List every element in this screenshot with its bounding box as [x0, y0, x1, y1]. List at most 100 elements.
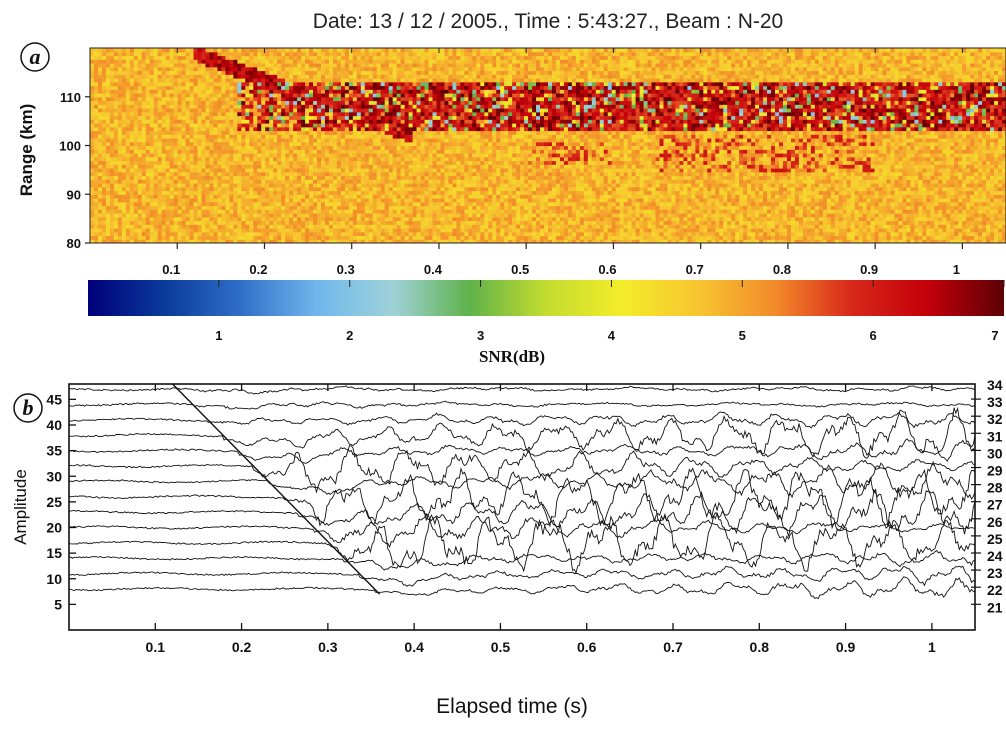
heatmap-cell	[400, 164, 406, 169]
heatmap-cell	[320, 235, 326, 240]
heatmap-cell	[388, 209, 394, 214]
heatmap-cell	[273, 63, 278, 68]
heatmap-cell	[452, 96, 457, 102]
heatmap-cell	[324, 220, 330, 225]
heatmap-cell	[205, 63, 211, 68]
heatmap-cell	[161, 59, 167, 64]
heatmap-cell	[416, 104, 422, 109]
heatmap-cell	[324, 235, 330, 240]
heatmap-cell	[201, 59, 207, 64]
heatmap-cell	[181, 209, 187, 214]
heatmap-cell	[157, 179, 163, 184]
heatmap-cell	[440, 78, 446, 83]
heatmap-cell	[348, 48, 354, 53]
heatmap-cell	[297, 201, 302, 207]
heatmap-cell	[277, 111, 282, 117]
heatmap-cell	[289, 235, 294, 240]
heatmap-cell	[440, 81, 446, 87]
heatmap-cell	[289, 175, 294, 180]
heatmap-cell	[277, 209, 282, 214]
heatmap-cell	[269, 130, 274, 135]
heatmap-cell	[380, 235, 386, 240]
heatmap-cell	[189, 130, 195, 135]
heatmap-cell	[420, 130, 426, 135]
heatmap-cell	[305, 138, 310, 143]
heatmap-cell	[193, 149, 199, 154]
heatmap-cell	[169, 175, 175, 180]
heatmap-cell	[416, 66, 422, 72]
heatmap-cell	[416, 175, 422, 180]
heatmap-cell	[336, 235, 342, 240]
heatmap-cell	[309, 51, 314, 57]
heatmap-cell	[217, 134, 223, 139]
heatmap-cell	[149, 96, 155, 102]
heatmap-cell	[281, 85, 286, 90]
heatmap-cell	[229, 235, 234, 240]
heatmap-cell	[101, 96, 107, 102]
heatmap-cell	[468, 213, 473, 218]
heatmap-cell	[444, 194, 450, 199]
heatmap-cell	[328, 224, 334, 229]
heatmap-cell	[396, 209, 402, 214]
heatmap-cell	[360, 209, 366, 214]
heatmap-cell	[237, 74, 242, 79]
heatmap-cell	[344, 209, 350, 214]
heatmap-cell	[153, 66, 159, 72]
heatmap-cell	[400, 130, 406, 135]
heatmap-cell	[432, 70, 438, 75]
heatmap-cell	[332, 228, 338, 233]
heatmap-cell	[113, 104, 119, 109]
heatmap-cell	[165, 108, 171, 113]
heatmap-cell	[356, 66, 362, 72]
heatmap-cell	[432, 220, 438, 225]
heatmap-cell	[181, 134, 187, 139]
heatmap-cell	[428, 168, 434, 173]
heatmap-cell	[145, 220, 151, 225]
heatmap-cell	[364, 216, 370, 222]
heatmap-cell	[245, 138, 250, 143]
heatmap-cell	[277, 130, 282, 135]
heatmap-cell	[165, 175, 171, 180]
heatmap-cell	[293, 70, 298, 75]
heatmap-cell	[344, 164, 350, 169]
heatmap-cell	[444, 138, 450, 143]
heatmap-cell	[217, 70, 223, 75]
heatmap-cell	[289, 111, 294, 117]
heatmap-cell	[456, 220, 461, 225]
heatmap-cell	[340, 74, 346, 79]
heatmap-cell	[193, 153, 199, 158]
heatmap-cell	[217, 81, 223, 87]
heatmap-cell	[93, 96, 99, 102]
heatmap-cell	[241, 100, 246, 105]
heatmap-cell	[265, 70, 270, 75]
heatmap-cell	[309, 213, 314, 218]
heatmap-cell	[376, 108, 382, 113]
heatmap-cell	[189, 70, 195, 75]
heatmap-cell	[217, 175, 223, 180]
heatmap-cell	[185, 55, 191, 60]
heatmap-cell	[320, 156, 326, 162]
heatmap-cell	[281, 111, 286, 117]
heatmap-cell	[169, 213, 175, 218]
heatmap-cell	[460, 51, 465, 57]
heatmap-cell	[428, 160, 434, 165]
heatmap-cell	[320, 48, 326, 53]
heatmap-cell	[229, 209, 234, 214]
heatmap-cell	[384, 175, 390, 180]
heatmap-cell	[209, 164, 215, 169]
heatmap-cell	[384, 115, 390, 120]
heatmap-cell	[392, 183, 398, 188]
heatmap-cell	[233, 134, 238, 139]
heatmap-cell	[90, 59, 95, 64]
heatmap-cell	[440, 201, 446, 207]
heatmap-cell	[444, 175, 450, 180]
heatmap-cell	[420, 89, 426, 94]
heatmap-cell	[149, 160, 155, 165]
heatmap-cell	[153, 156, 159, 162]
heatmap-cell	[257, 93, 262, 98]
heatmap-cell	[364, 70, 370, 75]
heatmap-cell	[301, 171, 306, 177]
heatmap-cell	[101, 198, 107, 203]
heatmap-cell	[464, 81, 469, 87]
heatmap-cell	[197, 231, 203, 237]
